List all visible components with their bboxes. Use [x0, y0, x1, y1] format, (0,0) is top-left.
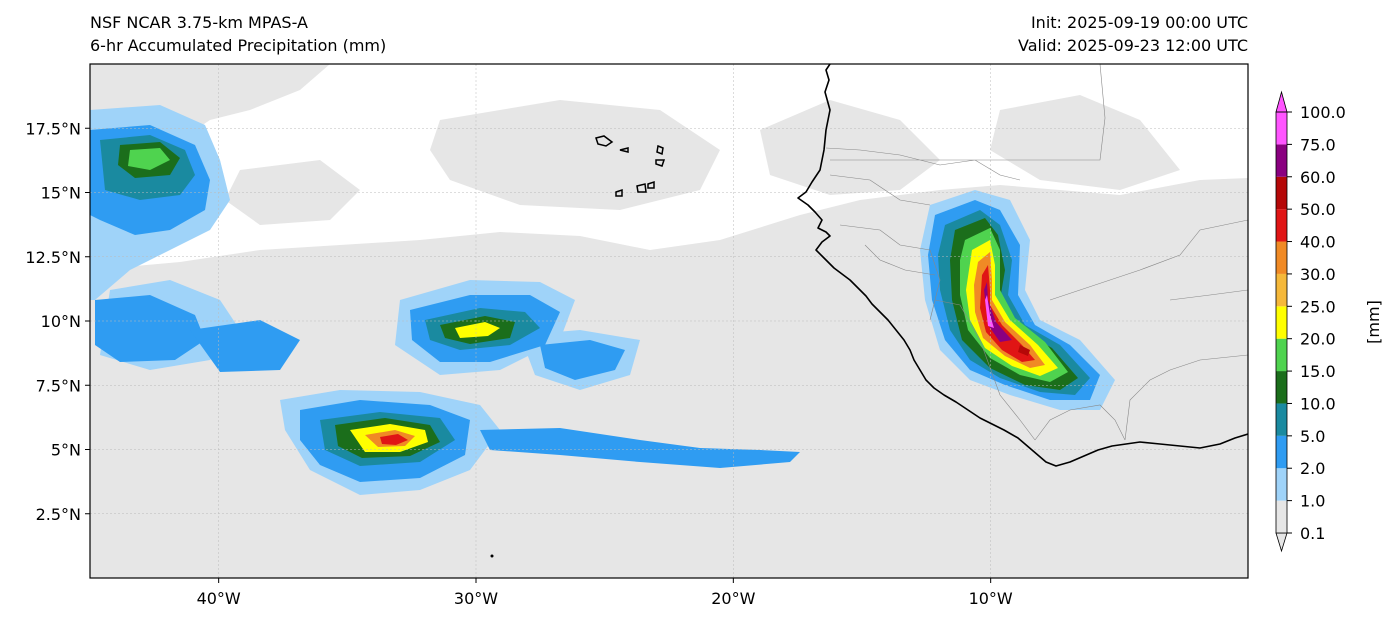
colorbar-tick-label: 20.0 [1300, 330, 1336, 349]
model-name: NSF NCAR 3.75-km MPAS-A [90, 13, 308, 32]
colorbar-tick-label: 15.0 [1300, 362, 1336, 381]
colorbar-tick-label: 75.0 [1300, 135, 1336, 154]
colorbar-segment [1276, 468, 1287, 501]
colorbar-tick-label: 100.0 [1300, 103, 1346, 122]
cabo-verde-islands [595, 135, 666, 197]
colorbar-tick-label: 30.0 [1300, 265, 1336, 284]
init-time: Init: 2025-09-19 00:00 UTC [1030, 13, 1248, 32]
colorbar-tick-label: 2.0 [1300, 459, 1325, 478]
lat-tick-label: 2.5°N [36, 505, 81, 524]
precip-40plus-areas [380, 265, 1035, 445]
map-axis-ticks: 40°W 30°W 20°W 10°W 17.5°N 15°N 12.5°N 10°N 7.5°… [25, 119, 1013, 608]
colorbar-tick-label: 40.0 [1300, 233, 1336, 252]
country-borders [825, 64, 1248, 441]
colorbar-segment [1276, 306, 1287, 339]
colorbar-tick-label: 60.0 [1300, 168, 1336, 187]
colorbar-segment [1276, 176, 1287, 210]
lon-tick-label: 30°W [454, 589, 498, 608]
lat-tick-label: 7.5°N [36, 376, 81, 395]
map-geography [490, 64, 1248, 558]
colorbar-unit-label: [mm] [1364, 300, 1383, 344]
colorbar-segment [1276, 112, 1287, 145]
colorbar-outline [1275, 111, 1288, 534]
lat-tick-label: 12.5°N [25, 248, 81, 267]
colorbar-tick-label: 25.0 [1300, 297, 1336, 316]
island-dot [490, 554, 494, 558]
colorbar-tick-label: 1.0 [1300, 492, 1325, 511]
map-gridlines [90, 64, 1248, 578]
africa-coastline [797, 64, 1248, 467]
lat-tick-label: 17.5°N [25, 119, 81, 138]
colorbar-tick-label: 50.0 [1300, 200, 1336, 219]
colorbar-segment [1276, 144, 1287, 177]
colorbar-tick-label: 5.0 [1300, 427, 1325, 446]
colorbar-segment [1276, 371, 1287, 404]
colorbar-tick-label: 0.1 [1300, 524, 1325, 543]
colorbar-segment [1276, 338, 1287, 372]
lat-tick-label: 5°N [51, 441, 81, 460]
lon-tick-label: 40°W [197, 589, 241, 608]
colorbar-extend-max [1275, 90, 1288, 113]
colorbar-segment [1276, 500, 1287, 533]
colorbar-segment [1276, 435, 1287, 469]
colorbar-segment [1276, 273, 1287, 307]
lon-tick-label: 20°W [711, 589, 755, 608]
colorbar-segment [1276, 209, 1287, 242]
colorbar-segment [1276, 403, 1287, 436]
valid-time: Valid: 2025-09-23 12:00 UTC [1017, 36, 1248, 55]
field-name: 6-hr Accumulated Precipitation (mm) [90, 36, 387, 55]
colorbar-extend-min [1275, 532, 1288, 553]
colorbar: 0.1 1.0 2.0 5.0 10.0 15.0 20.0 25.0 30.0 40.0 50.0… [1275, 90, 1383, 553]
lat-tick-label: 15°N [41, 184, 81, 203]
lon-tick-label: 10°W [969, 589, 1013, 608]
colorbar-tick-label: 10.0 [1300, 394, 1336, 413]
lat-tick-label: 10°N [41, 312, 81, 331]
colorbar-segment [1276, 241, 1287, 274]
